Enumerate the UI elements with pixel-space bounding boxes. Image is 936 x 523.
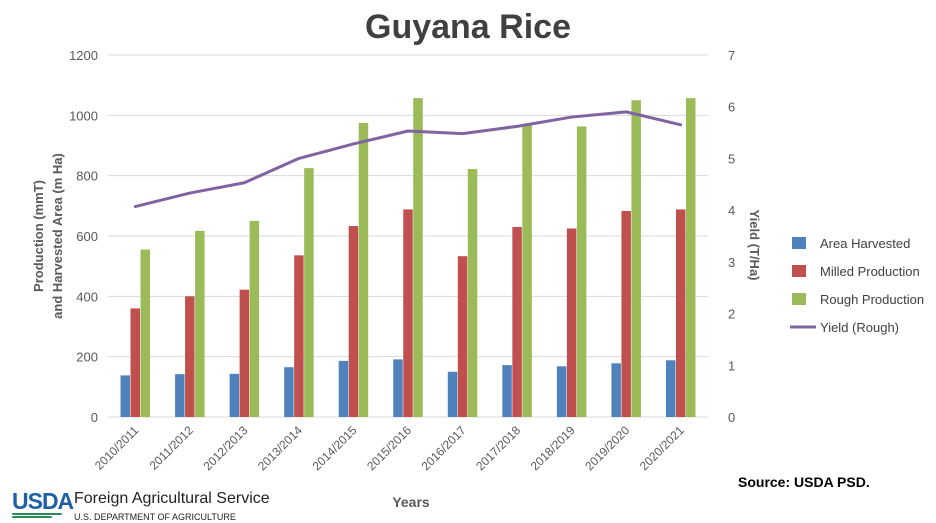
bar-rough-production (685, 98, 696, 417)
department-name: U.S. DEPARTMENT OF AGRICULTURE (74, 512, 236, 522)
y-left-tick-label: 600 (76, 229, 98, 244)
bar-milled-production (294, 255, 304, 417)
x-tick-label: 2017/2018 (473, 423, 523, 473)
bar-rough-production (249, 220, 260, 417)
x-tick-label: 2011/2012 (147, 423, 197, 473)
yield-line (133, 110, 683, 209)
y-left-tick-label: 0 (91, 410, 98, 425)
bar-rough-production (522, 124, 532, 417)
y-right-tick-label: 2 (728, 307, 735, 322)
bar-milled-production (566, 228, 577, 417)
bar-rough-production (358, 122, 369, 417)
y-left-axis-title: Production (mmT) (31, 180, 46, 292)
bar-rough-production (413, 98, 423, 417)
x-tick-label: 2013/2014 (255, 423, 305, 473)
x-tick-label: 2016/2017 (419, 423, 469, 473)
y-left-axis-title: and Harvested Area (m Ha) (50, 153, 65, 319)
y-right-axis-title: Yield (T/Ha) (747, 209, 762, 280)
y-right-tick-label: 7 (728, 48, 735, 63)
bar-milled-production (130, 308, 141, 417)
bar-rough-production (576, 126, 587, 418)
bar-area-harvested (120, 375, 131, 417)
bar-milled-production (621, 210, 631, 417)
bar-area-harvested (175, 374, 185, 417)
bar-rough-production (140, 249, 151, 417)
y-left-tick-label: 1000 (69, 108, 98, 123)
y-right-tick-label: 5 (728, 151, 735, 166)
bar-area-harvested (447, 371, 458, 417)
y-right-tick-label: 6 (728, 100, 735, 115)
bar-milled-production (348, 226, 359, 417)
bar-area-harvested (393, 359, 403, 417)
y-right-tick-label: 4 (728, 203, 735, 218)
x-tick-label: 2014/2015 (310, 423, 360, 473)
bar-milled-production (457, 256, 468, 417)
legend-swatch (792, 265, 806, 277)
bar-area-harvested (502, 365, 512, 417)
source-note: Source: USDA PSD. (738, 474, 870, 490)
bar-milled-production (512, 226, 522, 417)
legend-label: Yield (Rough) (820, 320, 899, 335)
y-left-tick-label: 200 (76, 350, 98, 365)
chart-title: Guyana Rice (365, 8, 571, 46)
x-tick-label: 2012/2013 (200, 423, 250, 473)
x-tick-label: 2010/2011 (92, 423, 142, 473)
bar-area-harvested (665, 360, 676, 417)
y-right-tick-label: 0 (728, 410, 735, 425)
legend-label: Milled Production (820, 264, 920, 279)
x-tick-label: 2020/2021 (637, 423, 687, 473)
y-left-tick-label: 800 (76, 169, 98, 184)
bar-area-harvested (611, 363, 621, 417)
legend-label: Area Harvested (820, 236, 910, 251)
legend-label: Rough Production (820, 292, 924, 307)
bar-milled-production (675, 209, 686, 417)
bar-rough-production (467, 169, 478, 417)
bar-rough-production (304, 168, 314, 417)
bar-area-harvested (338, 360, 349, 417)
bar-area-harvested (284, 367, 294, 417)
legend-swatch (792, 237, 806, 249)
bar-rough-production (195, 230, 205, 417)
bar-milled-production (185, 296, 195, 417)
bar-milled-production (239, 289, 250, 417)
usda-logo: USDA (12, 488, 74, 514)
y-left-tick-label: 1200 (69, 48, 98, 63)
usda-logo-stripes (12, 512, 62, 520)
x-axis-title: Years (392, 494, 430, 510)
legend-swatch (792, 293, 806, 305)
y-left-tick-label: 400 (76, 289, 98, 304)
bar-milled-production (403, 209, 413, 417)
bar-rough-production (631, 100, 641, 417)
bar-area-harvested (556, 366, 567, 417)
agency-name: Foreign Agricultural Service (74, 490, 270, 507)
y-right-tick-label: 3 (728, 255, 735, 270)
x-tick-label: 2015/2016 (364, 423, 414, 473)
y-right-tick-label: 1 (728, 358, 735, 373)
x-tick-label: 2018/2019 (528, 423, 578, 473)
bar-area-harvested (229, 373, 240, 417)
x-tick-label: 2019/2020 (582, 423, 632, 473)
